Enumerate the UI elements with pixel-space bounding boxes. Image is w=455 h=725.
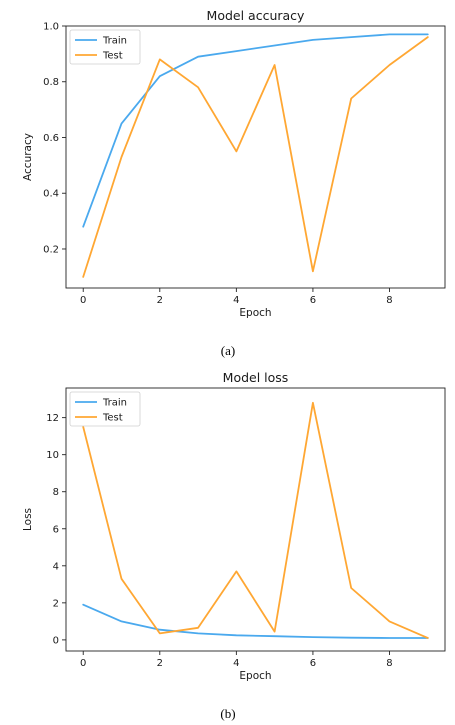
accuracy-legend-label-train: Train bbox=[102, 36, 127, 47]
loss-ytick-label: 2 bbox=[53, 598, 59, 609]
accuracy-series-test-line bbox=[82, 36, 429, 278]
loss-xtick-label: 8 bbox=[386, 658, 392, 669]
loss-y-axis-label: Loss bbox=[22, 508, 34, 531]
accuracy-ytick-label: 0.6 bbox=[43, 133, 59, 144]
loss-ytick-label: 6 bbox=[53, 524, 59, 535]
loss-xtick-label: 0 bbox=[80, 658, 86, 669]
loss-series-test-line bbox=[82, 401, 429, 639]
loss-x-axis-label: Epoch bbox=[239, 670, 271, 682]
caption-a: (a) bbox=[221, 343, 235, 358]
loss-series-train-line bbox=[82, 603, 429, 639]
loss-axes-frame bbox=[65, 387, 446, 652]
accuracy-xtick-label: 8 bbox=[386, 295, 392, 306]
loss-ytick-label: 12 bbox=[46, 413, 59, 424]
loss-legend-label-test: Test bbox=[102, 413, 123, 424]
accuracy-y-axis-label: Accuracy bbox=[22, 133, 34, 181]
accuracy-legend-label-test: Test bbox=[102, 51, 123, 62]
accuracy-xtick-label: 2 bbox=[157, 295, 163, 306]
accuracy-xtick-label: 4 bbox=[233, 295, 239, 306]
loss-ytick-label: 10 bbox=[46, 450, 59, 461]
loss-xtick-label: 6 bbox=[310, 658, 316, 669]
accuracy-chart: Model accuracy 0 2 4 6 8 0.2 0.4 0.6 0.8 1.0 Epoch A… bbox=[22, 8, 446, 319]
loss-chart-title: Model loss bbox=[223, 370, 289, 385]
accuracy-ytick-label: 1.0 bbox=[43, 22, 59, 33]
accuracy-series-train-line bbox=[82, 33, 429, 228]
loss-xtick-label: 2 bbox=[157, 658, 163, 669]
accuracy-chart-title: Model accuracy bbox=[207, 8, 306, 23]
accuracy-ytick-label: 0.2 bbox=[43, 244, 59, 255]
loss-ytick-label: 4 bbox=[53, 561, 59, 572]
accuracy-ytick-label: 0.8 bbox=[43, 77, 59, 88]
accuracy-xtick-label: 0 bbox=[80, 295, 86, 306]
loss-legend-label-train: Train bbox=[102, 398, 127, 409]
loss-ytick-label: 0 bbox=[53, 635, 59, 646]
loss-xtick-label: 4 bbox=[233, 658, 239, 669]
accuracy-x-axis-label: Epoch bbox=[239, 307, 271, 319]
loss-ytick-label: 8 bbox=[53, 487, 59, 498]
loss-chart: Model loss 0 2 4 6 8 0 2 4 6 8 10 12 Epoch Loss Train Te… bbox=[22, 370, 446, 682]
accuracy-axes-frame bbox=[65, 25, 446, 289]
accuracy-xtick-label: 6 bbox=[310, 295, 316, 306]
accuracy-ytick-label: 0.4 bbox=[43, 189, 59, 200]
caption-b: (b) bbox=[220, 706, 235, 721]
